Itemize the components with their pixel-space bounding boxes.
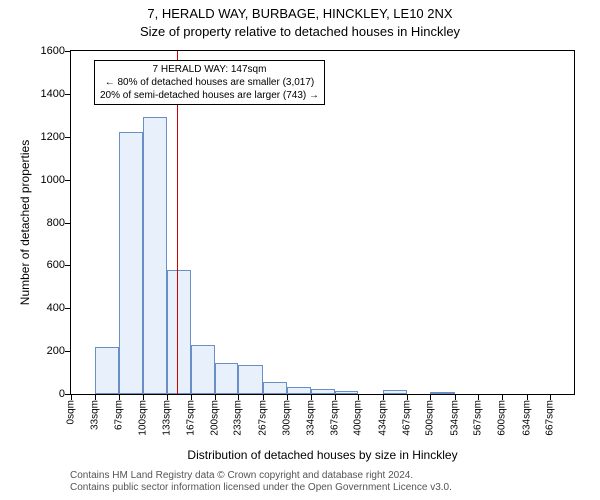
x-tick-label: 200sqm bbox=[209, 400, 220, 436]
x-tick-mark bbox=[215, 395, 216, 400]
footer-line-1: Contains HM Land Registry data © Crown c… bbox=[70, 470, 575, 482]
x-tick-mark bbox=[502, 395, 503, 400]
annotation-line: 7 HERALD WAY: 147sqm bbox=[100, 63, 319, 76]
x-tick-label: 0sqm bbox=[66, 400, 77, 424]
y-tick-label: 1000 bbox=[15, 174, 65, 186]
footer-attribution: Contains HM Land Registry data © Crown c… bbox=[70, 470, 575, 494]
chart-plot-area: 7 HERALD WAY: 147sqm← 80% of detached ho… bbox=[70, 50, 575, 395]
x-tick-mark bbox=[119, 395, 120, 400]
x-tick-label: 500sqm bbox=[425, 400, 436, 436]
y-tick-mark bbox=[65, 265, 70, 266]
x-tick-label: 167sqm bbox=[186, 400, 197, 436]
y-tick-label: 600 bbox=[15, 259, 65, 271]
x-tick-mark bbox=[550, 395, 551, 400]
histogram-bar bbox=[311, 389, 335, 394]
x-tick-mark bbox=[71, 395, 72, 400]
x-tick-mark bbox=[407, 395, 408, 400]
x-tick-label: 33sqm bbox=[89, 400, 100, 430]
annotation-box: 7 HERALD WAY: 147sqm← 80% of detached ho… bbox=[94, 60, 325, 105]
x-tick-mark bbox=[383, 395, 384, 400]
x-tick-mark bbox=[430, 395, 431, 400]
annotation-line: 20% of semi-detached houses are larger (… bbox=[100, 89, 319, 102]
histogram-bar bbox=[95, 347, 119, 394]
x-tick-label: 600sqm bbox=[497, 400, 508, 436]
y-tick-mark bbox=[65, 137, 70, 138]
x-tick-mark bbox=[358, 395, 359, 400]
x-tick-label: 267sqm bbox=[257, 400, 268, 436]
x-tick-label: 67sqm bbox=[114, 400, 125, 430]
x-axis-label: Distribution of detached houses by size … bbox=[70, 448, 575, 462]
histogram-bar bbox=[238, 365, 262, 394]
y-tick-label: 1600 bbox=[15, 45, 65, 57]
x-tick-mark bbox=[455, 395, 456, 400]
histogram-bar bbox=[191, 345, 215, 394]
x-tick-label: 100sqm bbox=[137, 400, 148, 436]
y-tick-label: 0 bbox=[15, 388, 65, 400]
histogram-bar bbox=[383, 390, 407, 394]
y-tick-label: 400 bbox=[15, 302, 65, 314]
y-tick-label: 800 bbox=[15, 217, 65, 229]
x-tick-mark bbox=[95, 395, 96, 400]
x-tick-label: 367sqm bbox=[329, 400, 340, 436]
histogram-bar bbox=[167, 270, 191, 394]
x-tick-label: 400sqm bbox=[353, 400, 364, 436]
histogram-bar bbox=[430, 392, 454, 394]
x-tick-mark bbox=[167, 395, 168, 400]
x-tick-label: 667sqm bbox=[545, 400, 556, 436]
x-tick-label: 467sqm bbox=[401, 400, 412, 436]
x-tick-label: 133sqm bbox=[161, 400, 172, 436]
x-tick-mark bbox=[143, 395, 144, 400]
x-tick-mark bbox=[191, 395, 192, 400]
y-tick-mark bbox=[65, 180, 70, 181]
histogram-bar bbox=[335, 391, 359, 394]
x-tick-label: 233sqm bbox=[233, 400, 244, 436]
y-tick-mark bbox=[65, 51, 70, 52]
y-tick-label: 200 bbox=[15, 345, 65, 357]
y-tick-mark bbox=[65, 308, 70, 309]
histogram-bar bbox=[287, 387, 311, 395]
x-tick-mark bbox=[263, 395, 264, 400]
y-tick-mark bbox=[65, 223, 70, 224]
footer-line-2: Contains public sector information licen… bbox=[70, 482, 575, 494]
y-tick-label: 1400 bbox=[15, 88, 65, 100]
title-sub: Size of property relative to detached ho… bbox=[0, 24, 600, 39]
y-tick-mark bbox=[65, 394, 70, 395]
histogram-bar bbox=[143, 117, 167, 394]
x-tick-mark bbox=[527, 395, 528, 400]
y-tick-label: 1200 bbox=[15, 131, 65, 143]
x-tick-label: 334sqm bbox=[306, 400, 317, 436]
histogram-bar bbox=[215, 363, 239, 394]
histogram-bar bbox=[263, 382, 287, 394]
histogram-bar bbox=[119, 132, 143, 394]
x-tick-label: 634sqm bbox=[521, 400, 532, 436]
x-tick-mark bbox=[287, 395, 288, 400]
title-main: 7, HERALD WAY, BURBAGE, HINCKLEY, LE10 2… bbox=[0, 6, 600, 21]
x-tick-mark bbox=[478, 395, 479, 400]
y-tick-mark bbox=[65, 351, 70, 352]
x-tick-label: 300sqm bbox=[281, 400, 292, 436]
x-tick-label: 567sqm bbox=[473, 400, 484, 436]
x-tick-label: 534sqm bbox=[449, 400, 460, 436]
x-tick-label: 434sqm bbox=[377, 400, 388, 436]
x-tick-mark bbox=[311, 395, 312, 400]
x-tick-mark bbox=[335, 395, 336, 400]
y-tick-mark bbox=[65, 94, 70, 95]
x-tick-mark bbox=[238, 395, 239, 400]
annotation-line: ← 80% of detached houses are smaller (3,… bbox=[100, 76, 319, 89]
